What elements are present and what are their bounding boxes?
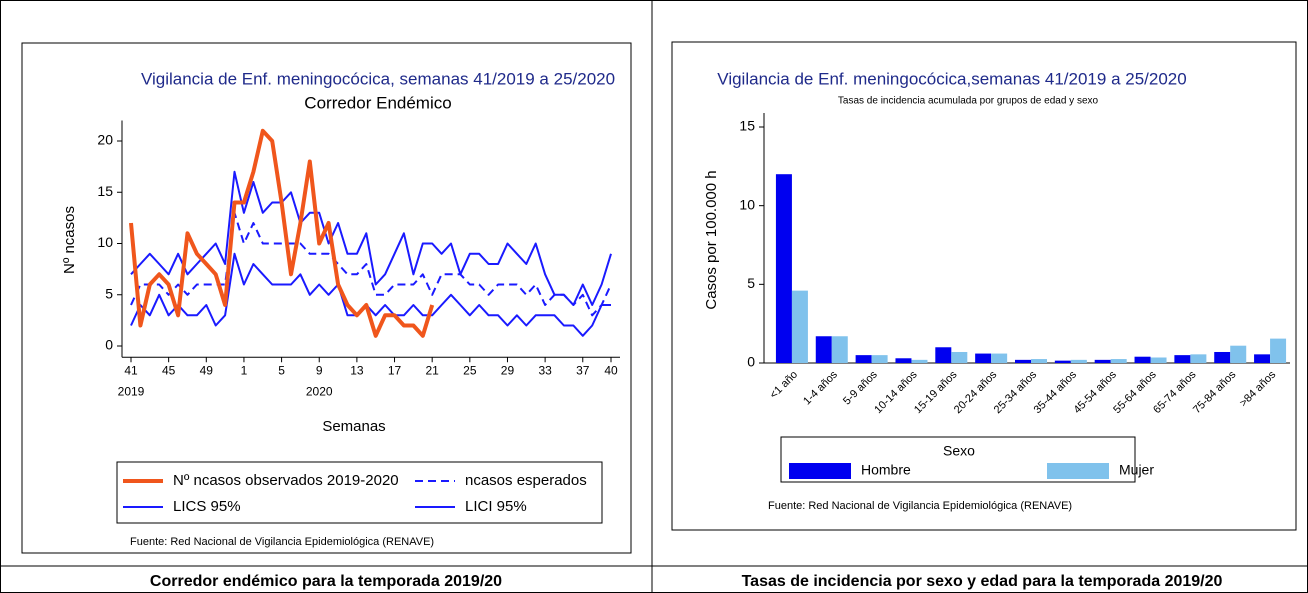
bar [1150,357,1167,363]
bar [991,353,1008,363]
y-tick-label: 15 [97,183,113,199]
y-tick-label: 0 [747,354,755,370]
legend-label: LICI 95% [465,498,527,515]
bar [1190,354,1207,363]
bar [1230,345,1247,363]
series-line [130,252,611,337]
bar [1054,360,1071,363]
x-tick-label: 9 [316,363,323,377]
bar [895,358,912,363]
bar [1214,351,1231,363]
y-axis-label: Nº ncasos [61,206,78,274]
x-tick-label: 1-4 años [801,368,840,407]
chart-frame [21,42,632,554]
x-tick-label: 17 [388,363,402,377]
legend-box [780,436,1136,483]
x-tick-label: 21 [425,363,439,377]
bar [1070,359,1087,363]
series-line [130,211,612,317]
source-note: Fuente: Red Nacional de Vigilancia Epide… [768,500,1072,512]
x-tick-label: 33 [538,363,552,377]
y-tick-label: 10 [97,234,113,250]
bar [1134,356,1151,363]
x-year-label: 2020 [306,384,333,398]
legend-label: Hombre [861,462,911,478]
legend-label: LICS 95% [173,498,241,515]
bar [951,351,968,363]
bar [871,355,888,363]
bar [855,355,872,363]
legend-box [116,461,603,524]
x-tick-label: >84 años [1238,368,1279,409]
caption: Corredor endémico para la temporada 2019… [150,573,502,590]
x-tick-label: 13 [350,363,364,377]
x-tick-label: 75-84 años [1191,368,1239,416]
y-tick-label: 5 [105,285,113,301]
legend-label: Mujer [1119,462,1154,478]
y-tick-label: 10 [739,196,755,212]
x-year-label: 2019 [118,384,145,398]
x-tick-label: 1 [241,363,248,377]
bar [975,353,992,363]
x-tick-label: 5 [278,363,285,377]
x-tick-label: <1 año [768,369,800,401]
bar [1174,355,1191,363]
x-tick-label: 25 [463,363,477,377]
chart-title: Vigilancia de Enf. meningocócica,semanas… [717,69,1186,88]
x-tick-label: 45 [162,363,176,377]
bar [1270,338,1287,363]
bar [791,290,808,363]
bar [911,359,928,363]
legend-label: Nº ncasos observados 2019-2020 [173,472,399,489]
y-tick-label: 0 [105,337,113,353]
x-tick-label: 41 [124,363,138,377]
y-tick-label: 20 [97,132,113,148]
x-tick-label: 37 [576,363,590,377]
bar [935,347,952,363]
chart-subtitle: Corredor Endémico [304,93,451,112]
x-tick-label: 40 [604,363,618,377]
chart-frame [671,41,1297,531]
y-tick-label: 5 [747,275,755,291]
caption: Tasas de incidencia por sexo y edad para… [742,573,1223,590]
bar [831,336,848,363]
legend-label: ncasos esperados [465,472,587,489]
chart-subtitle: Tasas de incidencia acumulada por grupos… [838,96,1099,107]
source-note: Fuente: Red Nacional de Vigilancia Epide… [130,536,434,548]
legend-title: Sexo [943,443,975,459]
y-tick-label: 15 [739,118,755,134]
bar [1015,359,1031,363]
bar [1254,354,1271,363]
bar [775,174,792,363]
legend-key [789,463,851,479]
legend-key [1047,463,1109,479]
bar [1110,359,1127,363]
x-tick-label: 29 [501,363,515,377]
x-tick-label: 49 [200,363,214,377]
bar [1031,359,1047,363]
bar [815,336,832,363]
chart-title: Vigilancia de Enf. meningocócica, semana… [141,69,615,88]
x-tick-label: 5-9 años [841,368,880,407]
x-axis-label: Semanas [322,418,385,435]
y-axis-label: Casos por 100.000 h [703,170,720,309]
series-line [130,170,612,306]
bar [1094,359,1111,363]
series-line [129,128,435,338]
